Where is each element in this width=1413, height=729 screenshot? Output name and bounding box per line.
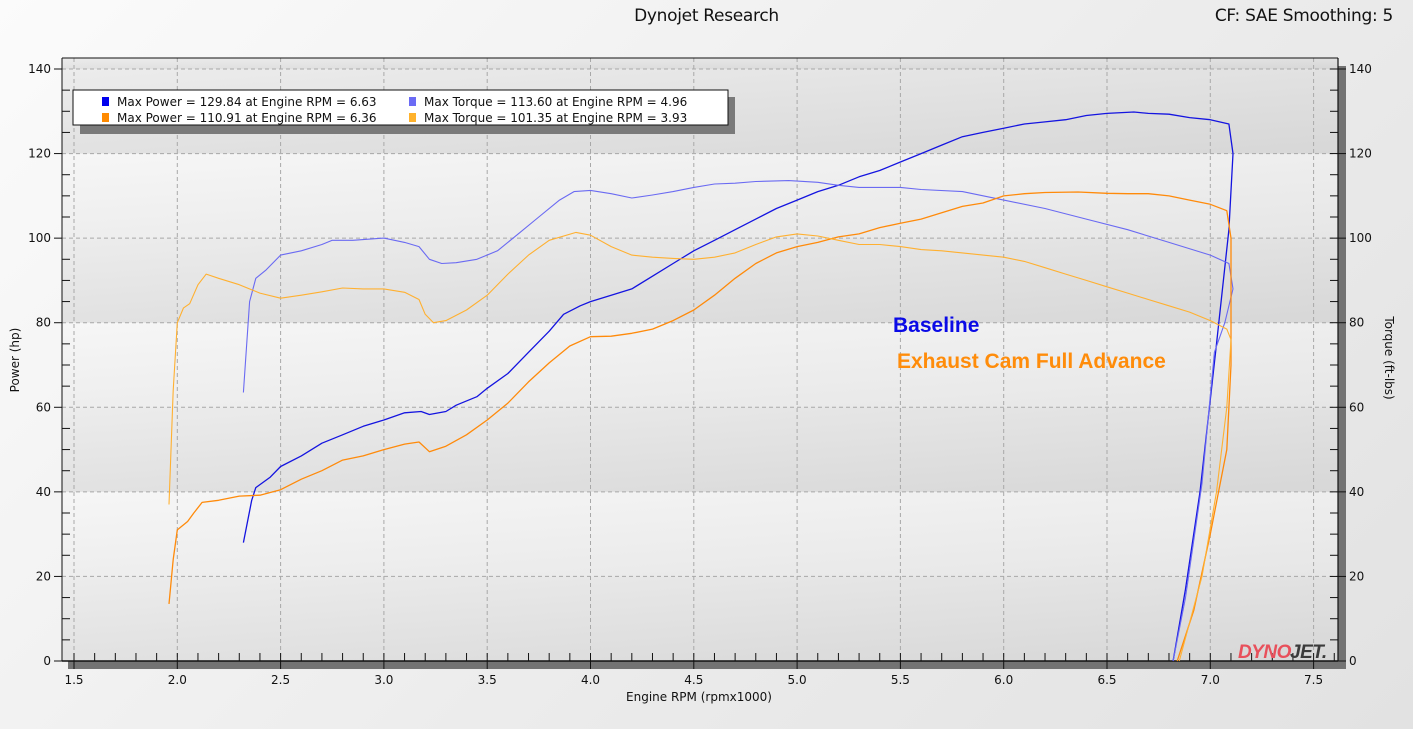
series-line-2 — [168, 191, 1232, 662]
svg-text:7.5: 7.5 — [1304, 673, 1323, 687]
svg-text:40: 40 — [36, 485, 51, 499]
svg-text:7.0: 7.0 — [1201, 673, 1220, 687]
y2-axis-label: Torque (ft-lbs) — [1382, 315, 1396, 399]
svg-text:120: 120 — [28, 147, 51, 161]
legend-entry: Max Torque = 101.35 at Engine RPM = 3.93 — [424, 111, 687, 125]
svg-text:4.0: 4.0 — [581, 673, 600, 687]
legend-swatch — [409, 113, 416, 122]
gridlines — [62, 58, 1338, 661]
correction-factor-label: CF: SAE Smoothing: 5 — [1214, 6, 1393, 26]
svg-text:0: 0 — [43, 654, 51, 668]
svg-text:60: 60 — [36, 400, 51, 414]
svg-text:1.5: 1.5 — [64, 673, 83, 687]
legend-entry: Max Power = 129.84 at Engine RPM = 6.63 — [117, 95, 377, 109]
svg-text:0: 0 — [1349, 654, 1357, 668]
x-axis-label: Engine RPM (rpmx1000) — [626, 690, 772, 704]
legend: Max Power = 129.84 at Engine RPM = 6.63 M… — [72, 89, 735, 134]
svg-text:140: 140 — [28, 62, 51, 76]
svg-text:100: 100 — [28, 231, 51, 245]
series-line-1 — [242, 180, 1234, 662]
chart-title: Dynojet Research — [634, 6, 779, 26]
svg-text:80: 80 — [36, 316, 51, 330]
legend-entry: Max Torque = 113.60 at Engine RPM = 4.96 — [424, 95, 687, 109]
svg-text:3.0: 3.0 — [374, 673, 393, 687]
exhaust-cam-annotation: Exhaust Cam Full Advance — [897, 350, 1166, 373]
y2-axis-shadow — [1338, 66, 1346, 669]
svg-text:JET.: JET. — [1290, 642, 1327, 663]
svg-text:5.5: 5.5 — [891, 673, 910, 687]
svg-text:3.5: 3.5 — [478, 673, 497, 687]
svg-text:120: 120 — [1349, 147, 1372, 161]
svg-text:80: 80 — [1349, 316, 1364, 330]
x-axis-shadow — [68, 661, 1343, 669]
series-line-0 — [242, 111, 1234, 662]
svg-text:140: 140 — [1349, 62, 1372, 76]
svg-text:20: 20 — [1349, 569, 1364, 583]
svg-text:5.0: 5.0 — [788, 673, 807, 687]
svg-text:20: 20 — [36, 569, 51, 583]
svg-text:2.0: 2.0 — [168, 673, 187, 687]
series-line-3 — [168, 231, 1232, 662]
svg-text:100: 100 — [1349, 231, 1372, 245]
axes: 0 20 40 60 80 100 120 140 0 20 40 60 80 100 120 140 1.5 2… — [28, 57, 1372, 687]
legend-swatch — [102, 113, 109, 122]
svg-text:6.5: 6.5 — [1097, 673, 1116, 687]
legend-entry: Max Power = 110.91 at Engine RPM = 6.36 — [117, 111, 377, 125]
svg-text:40: 40 — [1349, 485, 1364, 499]
svg-text:4.5: 4.5 — [684, 673, 703, 687]
dynojet-logo: DYNO JET. — [1238, 642, 1327, 663]
baseline-annotation: Baseline — [893, 314, 979, 337]
data-series — [168, 111, 1234, 662]
svg-text:60: 60 — [1349, 400, 1364, 414]
legend-swatch — [409, 97, 416, 106]
legend-swatch — [102, 97, 109, 106]
svg-text:DYNO: DYNO — [1238, 642, 1292, 663]
svg-text:6.0: 6.0 — [994, 673, 1013, 687]
svg-text:2.5: 2.5 — [271, 673, 290, 687]
y-axis-label: Power (hp) — [8, 328, 22, 393]
